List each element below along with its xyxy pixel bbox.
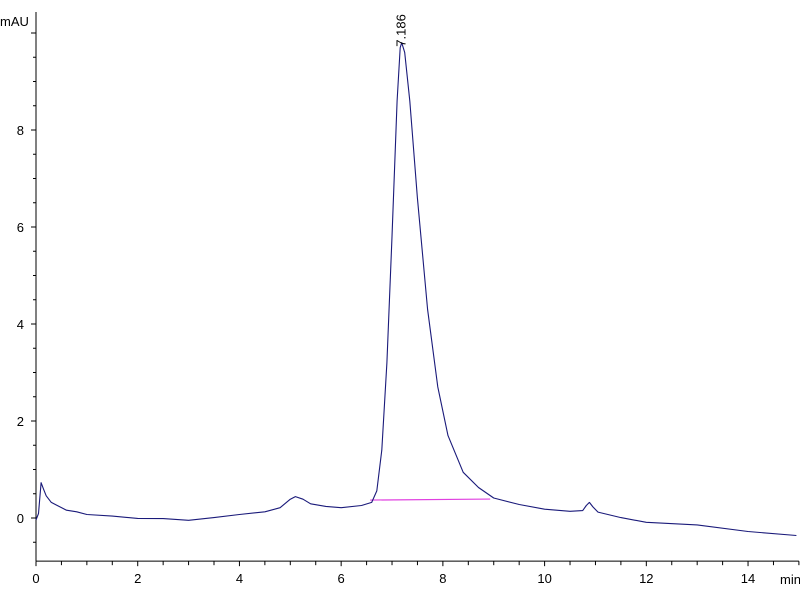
x-tick-label: 4 [236,571,243,586]
x-tick-label: 6 [338,571,345,586]
peak-label: 7.186 [393,14,408,47]
x-axis-label: min [780,572,800,587]
x-tick-label: 0 [32,571,39,586]
x-tick-label: 2 [134,571,141,586]
y-axis-label: mAU [0,14,29,29]
x-tick-label: 8 [439,571,446,586]
x-tick-label: 14 [741,571,755,586]
y-tick-label: 0 [17,511,24,526]
x-tick-label: 10 [537,571,551,586]
chromatogram-trace [35,42,797,537]
y-tick-label: 4 [17,317,24,332]
y-tick-label: 8 [17,123,24,138]
y-tick-label: 2 [17,414,24,429]
x-tick-label: 12 [639,571,653,586]
integration-baseline [370,498,491,501]
y-tick-label: 6 [17,220,24,235]
